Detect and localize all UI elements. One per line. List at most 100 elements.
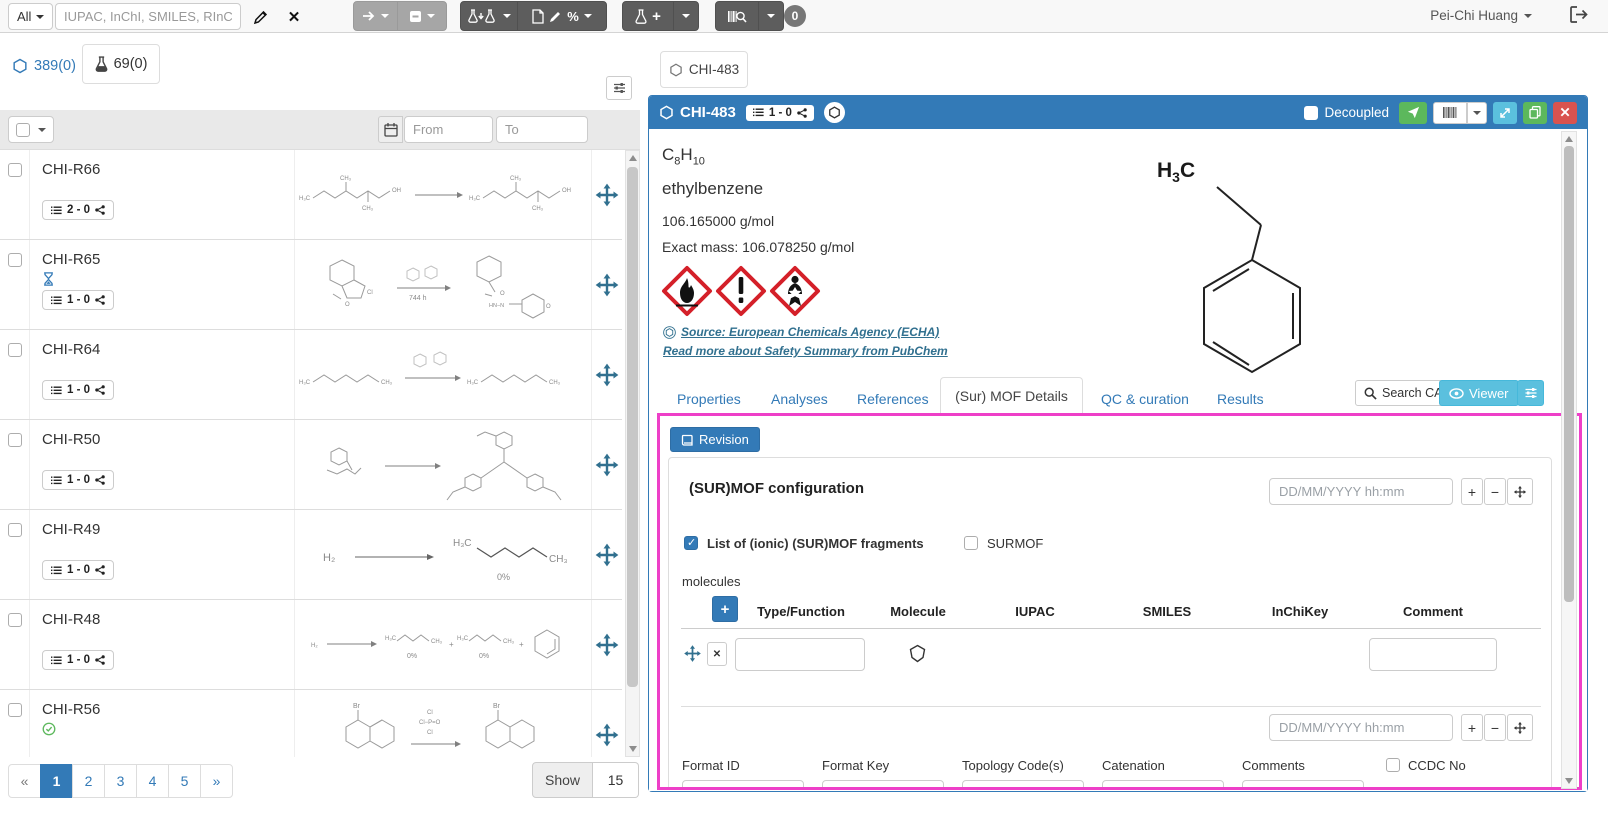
select-all-dropdown[interactable] xyxy=(8,116,54,143)
scroll-up-icon[interactable] xyxy=(1565,136,1573,142)
barcode-button[interactable] xyxy=(1433,101,1467,124)
page-3[interactable]: 3 xyxy=(104,764,137,798)
remove-from-collection-button[interactable] xyxy=(397,1,447,31)
expand-button[interactable] xyxy=(1493,101,1517,124)
page-size-input[interactable] xyxy=(593,762,640,798)
detail-tab-chi-483[interactable]: CHI-483 xyxy=(660,51,748,88)
date-from-input[interactable] xyxy=(404,116,493,143)
comments-input[interactable] xyxy=(1242,780,1364,787)
page-prev[interactable]: « xyxy=(8,764,41,798)
search-scope-dropdown[interactable]: All xyxy=(8,3,54,30)
scrollbar-thumb[interactable] xyxy=(627,167,638,687)
tab-properties[interactable]: Properties xyxy=(677,391,741,407)
report-metadata-button[interactable]: % xyxy=(517,1,607,31)
format-key-input[interactable] xyxy=(822,780,944,787)
mof-datetime-input[interactable] xyxy=(1269,478,1453,505)
scan-code-button[interactable] xyxy=(715,1,759,31)
molecule-hexagon-icon[interactable] xyxy=(909,644,926,663)
drag-move-handle[interactable] xyxy=(592,600,622,689)
tab-analyses[interactable]: Analyses xyxy=(771,391,828,407)
revision-button[interactable]: Revision xyxy=(670,427,760,452)
page-next[interactable]: » xyxy=(200,764,233,798)
page-5[interactable]: 5 xyxy=(168,764,201,798)
add-section-button-2[interactable]: + xyxy=(1461,714,1483,741)
scroll-down-icon[interactable] xyxy=(629,746,637,752)
date-to-input[interactable] xyxy=(496,116,588,143)
echa-source-link[interactable]: Source: European Chemicals Agency (ECHA) xyxy=(663,325,939,339)
ccdc-checkbox[interactable] xyxy=(1386,758,1400,772)
clear-search-button[interactable]: ✕ xyxy=(281,4,307,30)
list-item-chi-r64[interactable]: CHI-R64 1 - 0 H₃C CH₃ H xyxy=(0,330,622,420)
surmof-checkbox[interactable] xyxy=(964,536,978,550)
select-all-checkbox[interactable] xyxy=(16,122,30,137)
row-checkbox[interactable] xyxy=(8,613,22,627)
analyses-badge[interactable]: 1 - 0 xyxy=(42,650,115,670)
scroll-up-icon[interactable] xyxy=(629,155,637,161)
analyses-badge[interactable]: 1 - 0 xyxy=(42,560,115,580)
remove-section-button-2[interactable]: − xyxy=(1484,714,1506,741)
list-scrollbar[interactable] xyxy=(625,150,640,757)
analyses-badge[interactable]: 1 - 0 xyxy=(745,104,814,121)
row-drag-handle[interactable] xyxy=(683,644,702,663)
mof-datetime-input-2[interactable] xyxy=(1269,714,1453,741)
tab-references[interactable]: References xyxy=(857,391,929,407)
row-checkbox[interactable] xyxy=(8,523,22,537)
list-item-chi-r56[interactable]: CHI-R56 Br Cl Cl−P=O Cl xyxy=(0,690,622,757)
search-input[interactable] xyxy=(55,3,241,30)
row-checkbox[interactable] xyxy=(8,163,22,177)
drag-move-handle[interactable] xyxy=(592,510,622,599)
structure-edit-button[interactable] xyxy=(247,4,273,30)
move-section-button-2[interactable] xyxy=(1507,714,1533,741)
row-checkbox[interactable] xyxy=(8,433,22,447)
drag-move-handle[interactable] xyxy=(592,690,622,757)
row-checkbox[interactable] xyxy=(8,253,22,267)
analyses-badge[interactable]: 1 - 0 xyxy=(42,470,115,490)
detail-scrollbar[interactable] xyxy=(1561,131,1577,789)
page-4[interactable]: 4 xyxy=(136,764,169,798)
tab-results[interactable]: Results xyxy=(1217,391,1264,407)
decoupled-checkbox[interactable] xyxy=(1304,105,1319,120)
close-detail-button[interactable]: ✕ xyxy=(1553,101,1577,124)
copy-button[interactable] xyxy=(1523,101,1547,124)
user-menu[interactable]: Pei-Chi Huang xyxy=(1430,8,1532,23)
tab-reactions[interactable]: 69(0) xyxy=(82,44,160,84)
list-item-chi-r49[interactable]: CHI-R49 1 - 0 H₂ H₃C CH₃ 0% xyxy=(0,510,622,600)
scroll-down-icon[interactable] xyxy=(1565,778,1573,784)
fragments-checkbox[interactable] xyxy=(684,536,698,550)
drag-move-handle[interactable] xyxy=(592,420,622,509)
scan-code-dropdown[interactable] xyxy=(758,1,784,31)
drag-move-handle[interactable] xyxy=(592,150,622,239)
list-item-chi-r50[interactable]: CHI-R50 1 - 0 xyxy=(0,420,622,510)
list-options-button[interactable] xyxy=(606,76,632,100)
molecule-icon[interactable] xyxy=(823,102,845,123)
type-function-input[interactable] xyxy=(735,638,865,671)
add-section-button[interactable]: + xyxy=(1461,478,1483,505)
analyses-badge[interactable]: 2 - 0 xyxy=(42,200,115,220)
move-to-collection-button[interactable] xyxy=(353,1,398,31)
page-2[interactable]: 2 xyxy=(72,764,105,798)
row-checkbox[interactable] xyxy=(8,343,22,357)
send-button[interactable] xyxy=(1399,101,1427,124)
create-element-dropdown[interactable] xyxy=(673,1,699,31)
viewer-button[interactable]: Viewer xyxy=(1439,380,1519,406)
export-import-button[interactable] xyxy=(460,1,518,31)
logout-button[interactable] xyxy=(1570,6,1588,23)
list-item-chi-r65[interactable]: CHI-R65 1 - 0 O Cl xyxy=(0,240,622,330)
layout-options-button[interactable] xyxy=(1517,380,1544,406)
format-id-input[interactable] xyxy=(682,780,804,787)
analyses-badge[interactable]: 1 - 0 xyxy=(42,380,115,400)
date-filter-button[interactable] xyxy=(378,116,403,143)
pubchem-safety-link[interactable]: Read more about Safety Summary from PubC… xyxy=(663,344,948,358)
list-item-chi-r48[interactable]: CHI-R48 1 - 0 H₂ H₃C CH₃ 0% xyxy=(0,600,622,690)
tab-qc-curation[interactable]: QC & curation xyxy=(1101,391,1189,407)
list-item-chi-r66[interactable]: CHI-R66 2 - 0 H₃C CH₃ CH₃ OH xyxy=(0,150,622,240)
drag-move-handle[interactable] xyxy=(592,240,622,329)
tab-mof-details[interactable]: (Sur) MOF Details xyxy=(940,377,1083,414)
row-checkbox[interactable] xyxy=(8,703,22,717)
scrollbar-thumb[interactable] xyxy=(1564,146,1574,602)
drag-move-handle[interactable] xyxy=(592,330,622,419)
move-section-button[interactable] xyxy=(1507,478,1533,505)
comment-input[interactable] xyxy=(1369,638,1497,671)
catenation-input[interactable] xyxy=(1102,780,1224,787)
add-molecule-row-button[interactable]: + xyxy=(712,596,738,622)
